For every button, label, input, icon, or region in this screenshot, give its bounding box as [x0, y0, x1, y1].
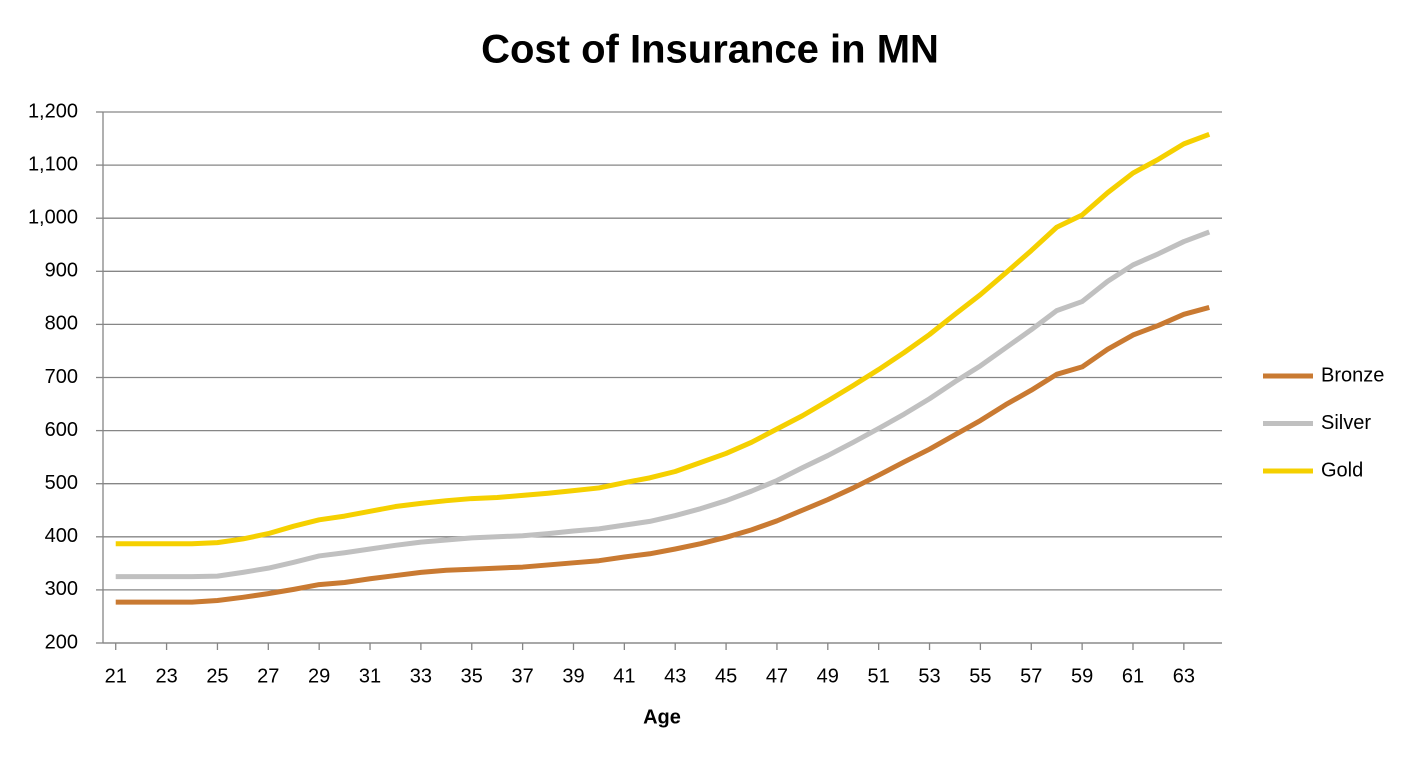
x-axis-title: Age: [643, 706, 681, 728]
y-tick-label: 400: [45, 525, 78, 547]
x-tick-label: 39: [562, 665, 584, 687]
y-tick-label: 500: [45, 472, 78, 494]
y-tick-label: 1,000: [28, 206, 78, 228]
x-tick-label: 45: [715, 665, 737, 687]
series-line: [115, 229, 1211, 580]
x-tick-label: 41: [613, 665, 635, 687]
y-tick-label: 300: [45, 578, 78, 600]
x-tick-label: 55: [969, 665, 991, 687]
x-tick-label: 47: [766, 665, 788, 687]
y-tick-label: 800: [45, 313, 78, 335]
chart-title: Cost of Insurance in MN: [481, 28, 939, 72]
x-tick-label: 61: [1122, 665, 1144, 687]
x-tick-label: 51: [868, 665, 890, 687]
x-tick-label: 21: [105, 665, 127, 687]
x-tick-label: 37: [512, 665, 534, 687]
legend-label: Bronze: [1321, 364, 1384, 386]
legend-label: Silver: [1321, 412, 1371, 434]
series-line: [115, 304, 1210, 605]
y-tick-label: 1,200: [28, 100, 78, 122]
x-tick-label: 23: [155, 665, 177, 687]
x-tick-label: 25: [206, 665, 228, 687]
x-tick-label: 43: [664, 665, 686, 687]
x-tick-label: 59: [1071, 665, 1093, 687]
y-tick-label: 200: [45, 631, 78, 653]
x-tick-label: 31: [359, 665, 381, 687]
y-tick-label: 900: [45, 260, 78, 282]
x-tick-label: 27: [257, 665, 279, 687]
x-tick-label: 57: [1020, 665, 1042, 687]
series-line: [115, 131, 1211, 547]
x-tick-label: 49: [817, 665, 839, 687]
y-tick-label: 700: [45, 366, 78, 388]
legend-label: Gold: [1321, 459, 1363, 481]
x-tick-label: 35: [461, 665, 483, 687]
x-tick-label: 29: [308, 665, 330, 687]
y-tick-label: 600: [45, 419, 78, 441]
x-tick-label: 33: [410, 665, 432, 687]
x-tick-label: 53: [918, 665, 940, 687]
x-tick-label: 63: [1173, 665, 1195, 687]
y-tick-label: 1,100: [28, 153, 78, 175]
